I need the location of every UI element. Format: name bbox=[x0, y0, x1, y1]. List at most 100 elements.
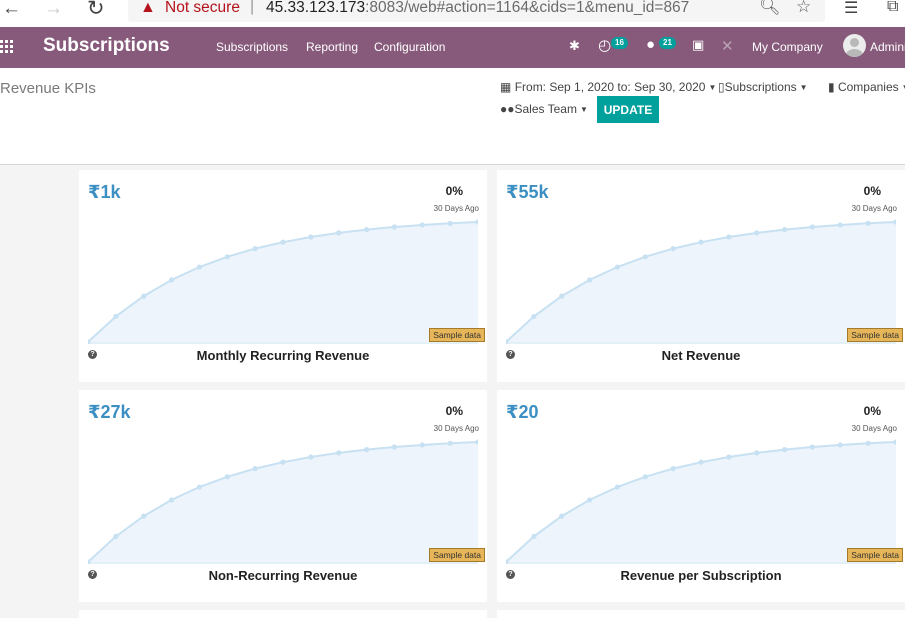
help-question-icon[interactable]: ? bbox=[506, 570, 515, 579]
kpi-card-partial bbox=[79, 610, 487, 618]
zoom-icon[interactable]: 🔍︎ bbox=[759, 0, 781, 16]
chart-point bbox=[419, 442, 425, 448]
kpi-sparkline-chart bbox=[88, 219, 478, 344]
chart-point bbox=[559, 513, 565, 519]
url-text[interactable]: 45.33.123.173:8083/web#action=1164&cids=… bbox=[266, 0, 689, 17]
chart-point bbox=[308, 454, 314, 460]
collections-icon[interactable]: ⧉ bbox=[887, 0, 899, 15]
chart-point bbox=[670, 246, 676, 252]
chart-point bbox=[363, 227, 370, 233]
kpi-period: 30 Days Ago bbox=[433, 424, 479, 433]
chart-point bbox=[865, 440, 871, 446]
close-icon[interactable]: ✕ bbox=[721, 38, 734, 55]
company-switcher[interactable]: My Company bbox=[752, 40, 823, 54]
chart-point bbox=[391, 224, 398, 230]
subscriptions-filter-dropdown[interactable]: ▯Subscriptions ▼ bbox=[718, 80, 808, 94]
messages-badge: 21 bbox=[659, 37, 676, 49]
kpi-label: Non-Recurring Revenue bbox=[208, 568, 358, 583]
menu-reporting[interactable]: Reporting bbox=[306, 40, 359, 54]
chart-area bbox=[88, 222, 478, 342]
chart-point bbox=[113, 313, 119, 320]
chart-point bbox=[419, 222, 425, 228]
activity-clock-icon[interactable]: ◴ bbox=[598, 37, 612, 54]
kpi-card-nrr[interactable]: ₹27k 0% 30 Days Ago Sample data ? Non-Re… bbox=[79, 390, 487, 602]
main-navbar: Subscriptions Subscriptions Reporting Co… bbox=[0, 27, 905, 68]
kpi-card-revenue-per-subscription[interactable]: ₹20 0% 30 Days Ago Sample data ? Revenue… bbox=[497, 390, 905, 602]
kpi-card-mrr[interactable]: ₹1k 0% 30 Days Ago Sample data ? Monthly… bbox=[79, 170, 487, 382]
user-menu[interactable]: Admini bbox=[870, 40, 905, 54]
chart-point bbox=[837, 222, 843, 228]
kpi-sparkline-chart bbox=[88, 439, 478, 564]
kpi-period: 30 Days Ago bbox=[851, 424, 897, 433]
update-button[interactable]: UPDATE bbox=[597, 96, 659, 123]
chart-point bbox=[475, 439, 478, 445]
caret-down-icon: ▼ bbox=[579, 105, 588, 114]
chart-point bbox=[506, 559, 509, 564]
chart-point bbox=[252, 466, 258, 472]
sample-data-tag: Sample data bbox=[847, 548, 903, 562]
building-icon: ▮ bbox=[828, 80, 835, 94]
chart-point bbox=[698, 459, 704, 465]
chart-point bbox=[391, 444, 398, 450]
chart-point bbox=[506, 339, 509, 344]
chart-point bbox=[670, 466, 676, 472]
chart-point bbox=[586, 497, 593, 503]
date-filter-dropdown[interactable]: ▦ From: Sep 1, 2020 to: Sep 30, 2020 ▼ bbox=[500, 80, 716, 94]
chart-point bbox=[531, 313, 537, 320]
kpi-value: ₹55k bbox=[506, 182, 549, 202]
help-question-icon[interactable]: ? bbox=[88, 570, 97, 579]
security-label[interactable]: Not secure bbox=[165, 0, 240, 16]
menu-subscriptions[interactable]: Subscriptions bbox=[216, 40, 289, 54]
menu-configuration[interactable]: Configuration bbox=[374, 40, 446, 54]
chart-point bbox=[196, 484, 203, 490]
kpi-percent: 0% bbox=[445, 184, 463, 198]
kpi-card-partial bbox=[497, 610, 905, 618]
kpi-value: ₹20 bbox=[506, 402, 539, 422]
chart-point bbox=[614, 484, 621, 490]
address-bar[interactable]: ▲ Not secure | 45.33.123.173:8083/web#ac… bbox=[128, 0, 825, 22]
chart-area bbox=[88, 442, 478, 562]
favorite-star-icon[interactable]: ☆ bbox=[796, 0, 812, 16]
kpi-sparkline-chart bbox=[506, 439, 896, 564]
chart-point bbox=[141, 513, 147, 519]
sample-data-tag: Sample data bbox=[847, 328, 903, 342]
chart-point bbox=[168, 497, 175, 503]
back-arrow-icon[interactable]: ← bbox=[2, 0, 21, 19]
warning-triangle-icon[interactable]: ▲ bbox=[140, 0, 156, 16]
sales-team-filter-label: Sales Team bbox=[514, 102, 577, 116]
chart-point bbox=[781, 227, 788, 233]
chart-point bbox=[698, 239, 704, 245]
caret-down-icon: ▼ bbox=[902, 83, 905, 92]
kpi-period: 30 Days Ago bbox=[851, 204, 897, 213]
calendar-icon: ▦ bbox=[500, 80, 512, 94]
chart-point bbox=[809, 444, 816, 450]
chart-point bbox=[754, 230, 760, 236]
messages-chat-icon[interactable]: ● bbox=[646, 36, 656, 53]
document-icon: ▯ bbox=[718, 80, 725, 94]
avatar[interactable] bbox=[843, 34, 866, 57]
url-path: :8083/web#action=1164&cids=1&menu_id=867 bbox=[365, 0, 690, 16]
reload-icon[interactable]: ↻ bbox=[87, 0, 105, 20]
kpi-card-net-revenue[interactable]: ₹55k 0% 30 Days Ago Sample data ? Net Re… bbox=[497, 170, 905, 382]
chart-point bbox=[475, 219, 478, 225]
gift-icon[interactable]: ▣ bbox=[692, 37, 705, 52]
favorites-list-icon[interactable]: ☰ bbox=[844, 0, 859, 17]
chart-point bbox=[809, 224, 816, 230]
app-name[interactable]: Subscriptions bbox=[43, 35, 170, 56]
chart-point bbox=[865, 220, 871, 226]
sales-team-filter-dropdown[interactable]: ●●Sales Team ▼ bbox=[500, 102, 588, 116]
chart-point bbox=[336, 230, 342, 236]
chart-point bbox=[893, 219, 896, 225]
help-question-icon[interactable]: ? bbox=[88, 350, 97, 359]
chart-point bbox=[280, 459, 286, 465]
debug-bug-icon[interactable]: ✱ bbox=[569, 38, 580, 53]
forward-arrow-icon[interactable]: → bbox=[44, 0, 63, 19]
chart-point bbox=[168, 277, 175, 283]
url-separator: | bbox=[250, 0, 255, 15]
chart-point bbox=[531, 533, 537, 540]
help-question-icon[interactable]: ? bbox=[506, 350, 515, 359]
companies-filter-dropdown[interactable]: ▮ Companies▼ bbox=[828, 80, 905, 94]
kpi-percent: 0% bbox=[863, 184, 881, 198]
apps-grid-icon[interactable] bbox=[0, 40, 14, 54]
companies-filter-label: Companies bbox=[837, 80, 899, 94]
